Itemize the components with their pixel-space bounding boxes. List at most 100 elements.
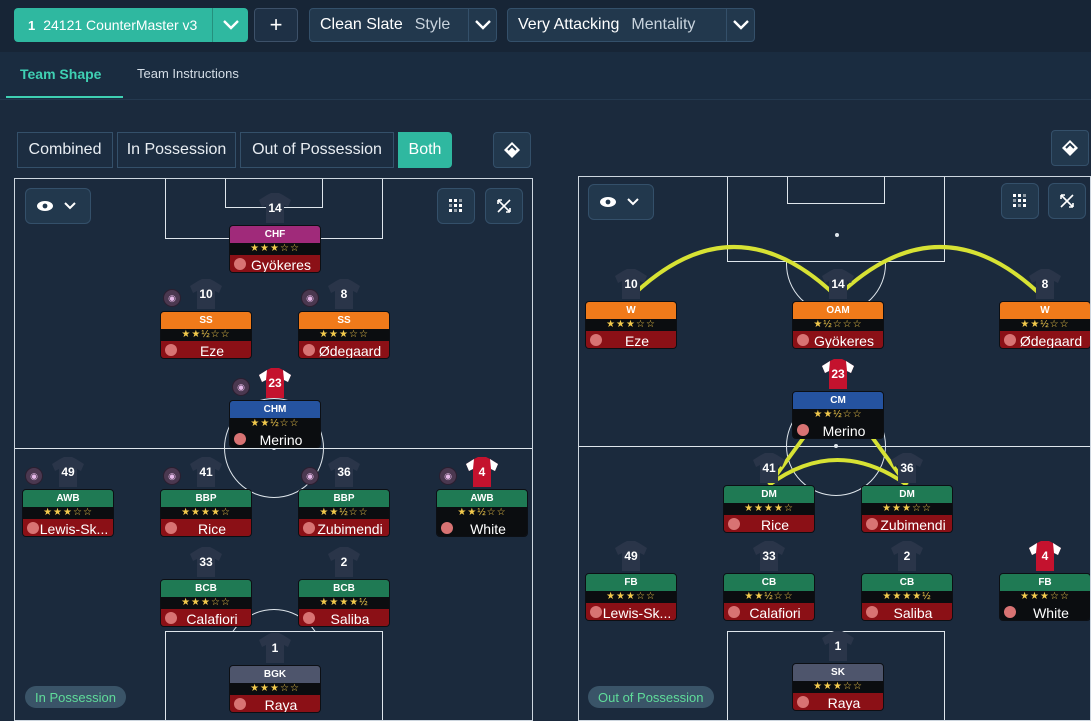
player-card[interactable]: 1 BGK ★★★☆☆ Raya xyxy=(229,633,321,720)
role-suitability-stars: ★★★☆☆ xyxy=(1000,591,1090,603)
expand-icon[interactable] xyxy=(485,188,523,224)
view-combined-button[interactable]: Combined xyxy=(17,132,113,168)
tab-team-instructions[interactable]: Team Instructions xyxy=(137,66,239,81)
player-card[interactable]: 41 DM ★★★★☆ Rice xyxy=(723,453,815,545)
role-label: DM xyxy=(862,486,952,503)
visibility-dropdown[interactable] xyxy=(25,188,91,224)
role-suitability-stars: ★★½☆☆ xyxy=(793,409,883,421)
shirt-icon xyxy=(50,457,86,487)
avatar-icon xyxy=(866,606,878,618)
role-suitability-stars: ★★★☆☆ xyxy=(23,507,113,519)
role-card[interactable]: DM ★★★★☆ Rice xyxy=(723,485,815,533)
player-name-row: Calafiori xyxy=(724,603,814,620)
avatar-icon xyxy=(165,522,177,534)
player-number: 8 xyxy=(1041,277,1049,291)
player-card[interactable]: 49 FB ★★★☆☆ Lewis-Sk... xyxy=(585,541,677,633)
grid-icon[interactable] xyxy=(437,188,475,224)
player-card[interactable]: 14 OAM ★½☆☆☆ Gyökeres xyxy=(792,269,884,361)
tab-team-shape[interactable]: Team Shape xyxy=(20,66,102,82)
view-in-possession-button[interactable]: In Possession xyxy=(117,132,236,168)
role-card[interactable]: AWB ★★½☆☆ White xyxy=(436,489,528,537)
chevron-down-icon[interactable] xyxy=(468,9,496,41)
role-label: W xyxy=(586,302,676,319)
instruction-badge-icon[interactable]: ◉ xyxy=(25,467,43,485)
role-card[interactable]: CB ★★★★½ Saliba xyxy=(861,573,953,621)
grid-icon[interactable] xyxy=(1001,183,1039,219)
player-card[interactable]: 36 DM ★★★☆☆ Zubimendi xyxy=(861,453,953,545)
instruction-badge-icon[interactable]: ◉ xyxy=(439,467,457,485)
role-card[interactable]: BGK ★★★☆☆ Raya xyxy=(229,665,321,713)
instruction-badge-icon[interactable]: ◉ xyxy=(301,289,319,307)
shirt-icon xyxy=(188,279,224,309)
role-card[interactable]: W ★★★☆☆ Eze xyxy=(585,301,677,349)
role-suitability-stars: ★★★☆☆ xyxy=(230,683,320,695)
role-card[interactable]: BCB ★★★★½ Saliba xyxy=(298,579,390,627)
role-card[interactable]: CHM ★★½☆☆ Merino xyxy=(229,400,321,448)
role-card[interactable]: CHF ★★★☆☆ Gyökeres xyxy=(229,225,321,273)
role-card[interactable]: FB ★★★☆☆ Lewis-Sk... xyxy=(585,573,677,621)
chevron-down-icon[interactable] xyxy=(726,9,754,41)
avatar-icon xyxy=(27,522,39,534)
expand-icon[interactable] xyxy=(1048,183,1086,219)
player-card[interactable]: ◉ 23 CHM ★★½☆☆ Merino xyxy=(229,368,321,460)
player-number: 10 xyxy=(199,287,213,301)
player-card[interactable]: 10 W ★★★☆☆ Eze xyxy=(585,269,677,361)
role-card[interactable]: SS ★★★☆☆ Ødegaard xyxy=(298,311,390,359)
role-card[interactable]: AWB ★★★☆☆ Lewis-Sk... xyxy=(22,489,114,537)
style-select[interactable]: Clean Slate Style xyxy=(309,8,497,42)
role-card[interactable]: BBP ★★½☆☆ Zubimendi xyxy=(298,489,390,537)
role-label: OAM xyxy=(793,302,883,319)
player-card[interactable]: 1 SK ★★★☆☆ Raya xyxy=(792,631,884,720)
player-card[interactable]: 14 CHF ★★★☆☆ Gyökeres xyxy=(229,193,321,285)
role-suitability-stars: ★★½☆☆ xyxy=(1000,319,1090,331)
player-name: White xyxy=(470,520,506,537)
role-card[interactable]: OAM ★½☆☆☆ Gyökeres xyxy=(792,301,884,349)
avatar-icon xyxy=(165,344,177,356)
role-card[interactable]: SK ★★★☆☆ Raya xyxy=(792,663,884,711)
player-card[interactable]: ◉ 41 BBP ★★★★☆ Rice xyxy=(160,457,252,549)
avatar-icon xyxy=(441,522,453,534)
chevron-down-icon[interactable] xyxy=(212,8,248,42)
add-tactic-button[interactable]: + xyxy=(254,8,298,42)
player-card[interactable]: 33 BCB ★★★☆☆ Calafiori xyxy=(160,547,252,639)
role-card[interactable]: DM ★★★☆☆ Zubimendi xyxy=(861,485,953,533)
role-card[interactable]: BBP ★★★★☆ Rice xyxy=(160,489,252,537)
player-card[interactable]: 23 CM ★★½☆☆ Merino xyxy=(792,359,884,451)
player-card[interactable]: ◉ 8 SS ★★★☆☆ Ødegaard xyxy=(298,279,390,371)
instruction-badge-icon[interactable]: ◉ xyxy=(301,467,319,485)
avatar-icon xyxy=(728,518,740,530)
view-out-of-possession-button[interactable]: Out of Possession xyxy=(240,132,394,168)
instruction-badge-icon[interactable]: ◉ xyxy=(232,378,250,396)
chevron-down-icon xyxy=(627,198,639,206)
player-card[interactable]: ◉ 10 SS ★★½☆☆ Eze xyxy=(160,279,252,371)
player-card[interactable]: 8 W ★★½☆☆ Ødegaard xyxy=(999,269,1090,361)
tactic-select[interactable]: 1 24121 CounterMaster v3 xyxy=(14,8,248,42)
instruction-badge-icon[interactable]: ◉ xyxy=(163,289,181,307)
swap-icon[interactable] xyxy=(493,132,531,168)
player-card[interactable]: 33 CB ★★½☆☆ Calafiori xyxy=(723,541,815,633)
instruction-badge-icon[interactable]: ◉ xyxy=(163,467,181,485)
role-card[interactable]: SS ★★½☆☆ Eze xyxy=(160,311,252,359)
player-card[interactable]: 2 BCB ★★★★½ Saliba xyxy=(298,547,390,639)
player-card[interactable]: ◉ 36 BBP ★★½☆☆ Zubimendi xyxy=(298,457,390,549)
swap-icon[interactable] xyxy=(1051,130,1089,166)
role-card[interactable]: BCB ★★★☆☆ Calafiori xyxy=(160,579,252,627)
player-card[interactable]: ◉ 49 AWB ★★★☆☆ Lewis-Sk... xyxy=(22,457,114,549)
player-name-row: Gyökeres xyxy=(793,331,883,348)
style-value: Clean Slate xyxy=(320,16,403,33)
player-name: Zubimendi xyxy=(317,520,383,537)
player-number: 14 xyxy=(268,201,282,215)
player-card[interactable]: 4 FB ★★★☆☆ White xyxy=(999,541,1090,633)
player-number: 36 xyxy=(337,465,351,479)
mentality-select[interactable]: Very Attacking Mentality xyxy=(507,8,755,42)
role-card[interactable]: W ★★½☆☆ Ødegaard xyxy=(999,301,1090,349)
player-card[interactable]: ◉ 4 AWB ★★½☆☆ White xyxy=(436,457,528,549)
role-card[interactable]: CM ★★½☆☆ Merino xyxy=(792,391,884,439)
role-card[interactable]: CB ★★½☆☆ Calafiori xyxy=(723,573,815,621)
view-both-button[interactable]: Both xyxy=(398,132,452,168)
player-card[interactable]: 2 CB ★★★★½ Saliba xyxy=(861,541,953,633)
role-card[interactable]: FB ★★★☆☆ White xyxy=(999,573,1090,621)
avatar-icon xyxy=(797,334,809,346)
connection-line xyxy=(629,245,839,299)
visibility-dropdown[interactable] xyxy=(588,184,654,220)
